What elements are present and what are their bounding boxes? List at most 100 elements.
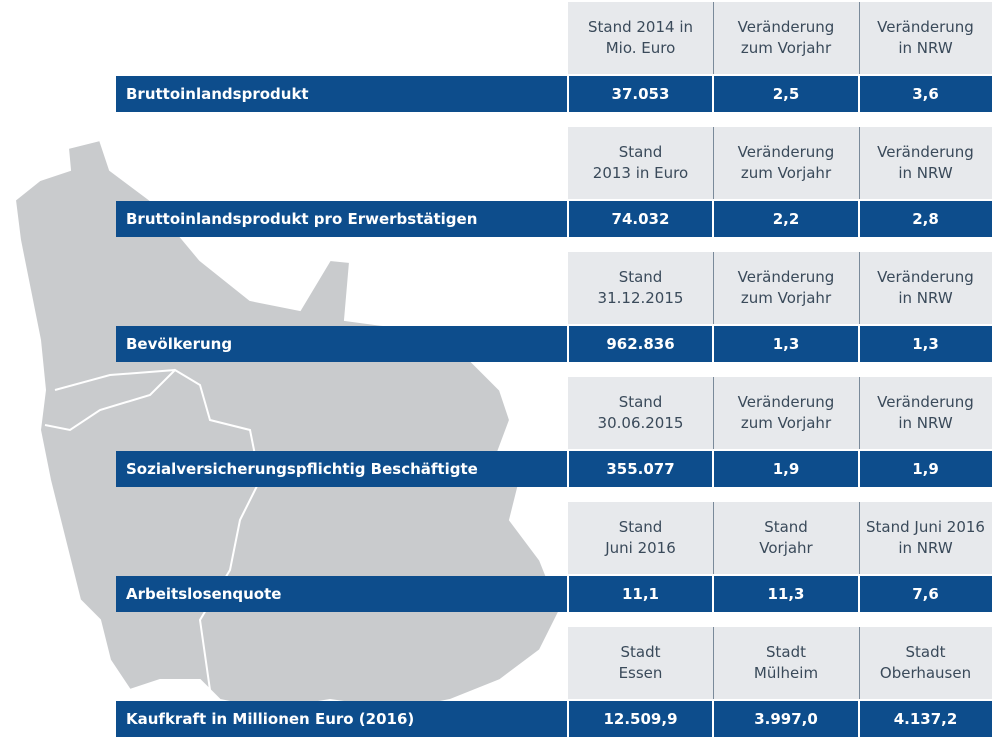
- row-label: Bruttoinlandsprodukt: [116, 76, 568, 112]
- header-line: Veränderung: [877, 268, 974, 286]
- header-line: Stand Juni 2016: [866, 518, 985, 536]
- separator: [713, 2, 714, 74]
- header-line: Stand: [618, 518, 663, 536]
- row-label: Bruttoinlandsprodukt pro Erwerbstätigen: [116, 201, 568, 237]
- separator: [858, 576, 860, 612]
- header-line: zum Vorjahr: [740, 289, 832, 307]
- header-line: in NRW: [898, 39, 953, 57]
- separator: [713, 502, 714, 574]
- header-line: Stadt: [620, 643, 661, 661]
- value-cell: 3.997,0: [713, 701, 859, 737]
- separator: [712, 701, 714, 737]
- row-label: Sozialversicherungspflichtig Beschäftigt…: [116, 451, 568, 487]
- separator: [567, 76, 569, 112]
- separator: [859, 502, 860, 574]
- separator: [858, 701, 860, 737]
- header-line: Veränderung: [737, 18, 835, 36]
- separator: [858, 201, 860, 237]
- header-line: Oberhausen: [879, 664, 972, 682]
- header-line: 2013 in Euro: [592, 164, 689, 182]
- value-cell: 3,6: [859, 76, 992, 112]
- header-line: Veränderung: [877, 393, 974, 411]
- separator: [567, 326, 569, 362]
- value-cell: 1,9: [713, 451, 859, 487]
- value-cell: 1,3: [713, 326, 859, 362]
- row-label: Bevölkerung: [116, 326, 568, 362]
- separator: [713, 127, 714, 199]
- header-line: Veränderung: [737, 143, 835, 161]
- separator: [859, 127, 860, 199]
- value-cell: 37.053: [568, 76, 713, 112]
- header-cell: Stand Vorjahr: [713, 502, 859, 574]
- header-cell: Veränderung in NRW: [859, 377, 992, 449]
- header-cell: Stand 31.12.2015: [568, 252, 713, 324]
- header-cell: Veränderung zum Vorjahr: [713, 2, 859, 74]
- header-cell: Stand Juni 2016: [568, 502, 713, 574]
- header-cell: Veränderung in NRW: [859, 252, 992, 324]
- separator: [712, 576, 714, 612]
- value-cell: 2,2: [713, 201, 859, 237]
- separator: [859, 377, 860, 449]
- separator: [567, 201, 569, 237]
- separator: [859, 252, 860, 324]
- map-border: [54, 369, 176, 391]
- header-cell: Stand Juni 2016 in NRW: [859, 502, 992, 574]
- header-cell: Stand 2013 in Euro: [568, 127, 713, 199]
- header-line: Stadt: [905, 643, 946, 661]
- header-line: Stand: [618, 393, 663, 411]
- separator: [567, 701, 569, 737]
- value-cell: 2,8: [859, 201, 992, 237]
- header-cell: Veränderung zum Vorjahr: [713, 377, 859, 449]
- separator: [712, 76, 714, 112]
- header-line: Vorjahr: [759, 539, 813, 557]
- header-line: Stand: [618, 143, 663, 161]
- value-cell: 355.077: [568, 451, 713, 487]
- header-cell: Stand 30.06.2015: [568, 377, 713, 449]
- value-cell: 11,3: [713, 576, 859, 612]
- header-line: Juni 2016: [605, 539, 676, 557]
- header-line: in NRW: [898, 539, 953, 557]
- header-line: in NRW: [898, 164, 953, 182]
- value-cell: 1,3: [859, 326, 992, 362]
- row-label: Arbeitslosenquote: [116, 576, 568, 612]
- separator: [712, 326, 714, 362]
- separator: [859, 2, 860, 74]
- map: [13, 138, 562, 712]
- value-cell: 11,1: [568, 576, 713, 612]
- header-line: 31.12.2015: [597, 289, 684, 307]
- separator: [858, 76, 860, 112]
- header-cell: Veränderung in NRW: [859, 127, 992, 199]
- header-cell: Stadt Oberhausen: [859, 627, 992, 699]
- separator: [712, 201, 714, 237]
- value-cell: 12.509,9: [568, 701, 713, 737]
- map-border: [44, 368, 262, 691]
- value-cell: 74.032: [568, 201, 713, 237]
- header-line: Stand: [764, 518, 808, 536]
- header-line: Veränderung: [737, 268, 835, 286]
- header-line: in NRW: [898, 414, 953, 432]
- header-line: zum Vorjahr: [740, 164, 832, 182]
- map-region: [13, 138, 562, 712]
- header-line: 30.06.2015: [597, 414, 684, 432]
- separator: [712, 451, 714, 487]
- separator: [713, 627, 714, 699]
- header-line: zum Vorjahr: [740, 39, 832, 57]
- header-line: Stadt: [766, 643, 806, 661]
- header-line: zum Vorjahr: [740, 414, 832, 432]
- header-line: Mülheim: [753, 664, 819, 682]
- row-label: Kaufkraft in Millionen Euro (2016): [116, 701, 568, 737]
- separator: [858, 451, 860, 487]
- value-cell: 7,6: [859, 576, 992, 612]
- header-cell: Stadt Essen: [568, 627, 713, 699]
- header-line: Stand: [618, 268, 663, 286]
- value-cell: 1,9: [859, 451, 992, 487]
- separator: [567, 576, 569, 612]
- separator: [859, 627, 860, 699]
- value-cell: 2,5: [713, 76, 859, 112]
- header-cell: Veränderung in NRW: [859, 2, 992, 74]
- header-line: Stand 2014 in: [587, 18, 693, 36]
- header-cell: Stadt Mülheim: [713, 627, 859, 699]
- header-line: Veränderung: [737, 393, 835, 411]
- header-line: in NRW: [898, 289, 953, 307]
